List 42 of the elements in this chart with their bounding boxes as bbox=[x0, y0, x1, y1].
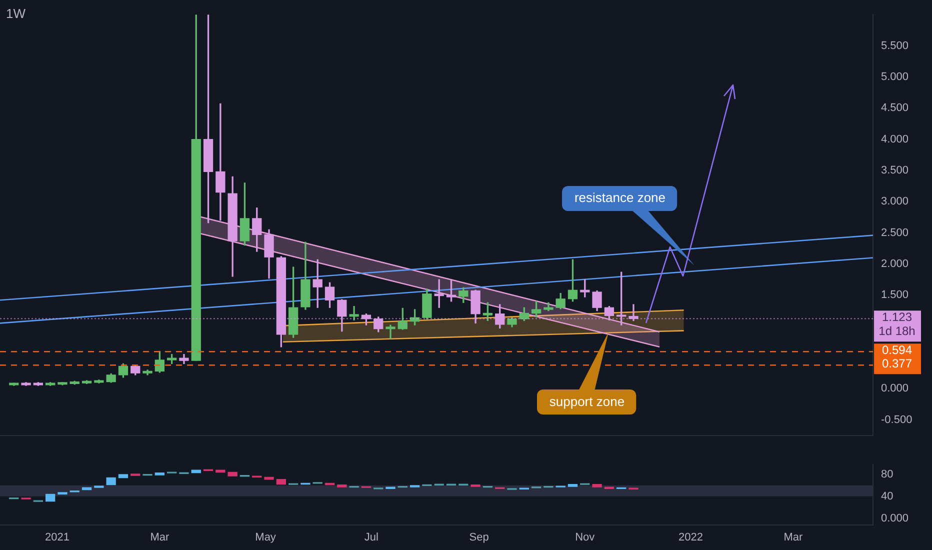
annotation: resistance zone bbox=[573, 190, 667, 206]
bar bbox=[337, 484, 347, 488]
bar bbox=[191, 470, 201, 474]
x-tick-label: Nov bbox=[575, 531, 596, 544]
bar bbox=[276, 479, 286, 485]
x-tick-label: Mar bbox=[784, 531, 803, 544]
y-tick-label: 40 bbox=[881, 490, 894, 502]
y-tick-label: 2.500 bbox=[881, 226, 909, 239]
y-tick-label: 1.500 bbox=[881, 289, 909, 302]
chart-title: 1W bbox=[6, 6, 26, 21]
bar bbox=[568, 484, 578, 487]
ref-line-label: 1.123 1d 18h bbox=[878, 310, 916, 338]
bar bbox=[592, 484, 602, 488]
y-tick-label: 4.500 bbox=[881, 102, 909, 114]
x-tick-label: Jul bbox=[364, 531, 378, 544]
x-tick-label: 2021 bbox=[45, 531, 70, 544]
x-tick-label: May bbox=[255, 531, 276, 544]
bar bbox=[228, 472, 238, 476]
y-tick-label: 80 bbox=[881, 468, 894, 480]
bar bbox=[154, 472, 165, 476]
x-tick-label: Sep bbox=[469, 531, 489, 544]
y-tick-label: 2.000 bbox=[881, 258, 909, 270]
bar bbox=[604, 486, 614, 490]
bar bbox=[386, 486, 396, 490]
y-tick-label: 0.000 bbox=[881, 382, 909, 395]
bar bbox=[106, 477, 116, 486]
y-tick-label: 5.500 bbox=[881, 40, 909, 52]
y-tick-label: 5.000 bbox=[881, 70, 909, 83]
annotation: support zone bbox=[548, 394, 626, 410]
y-tick-label: 3.000 bbox=[881, 196, 909, 208]
bar bbox=[46, 494, 56, 502]
bar bbox=[264, 476, 274, 480]
ref-line-label: 0.377 bbox=[882, 356, 912, 370]
x-tick-label: Mar bbox=[150, 531, 170, 544]
bar bbox=[118, 474, 128, 478]
y-tick-label: 0.000 bbox=[881, 512, 909, 524]
y-tick-label: 3.500 bbox=[881, 164, 909, 176]
y-tick-label: -0.500 bbox=[881, 414, 912, 426]
bar bbox=[216, 470, 226, 473]
x-tick-label: 2022 bbox=[678, 531, 704, 544]
y-tick-label: 4.000 bbox=[881, 133, 909, 146]
ref-line-label: 0.594 bbox=[882, 342, 912, 357]
